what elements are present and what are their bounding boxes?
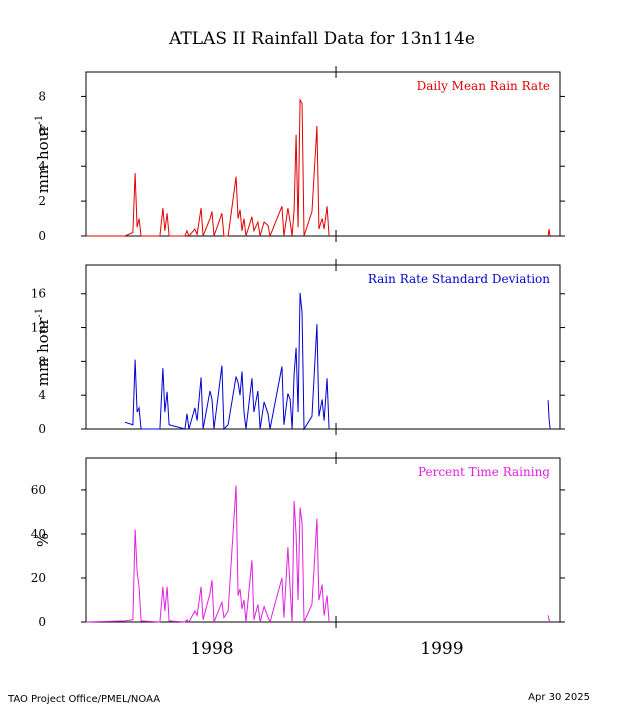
plot-frame bbox=[85, 264, 561, 430]
y-tick-label: 8 bbox=[38, 354, 46, 368]
y-tick-label: 12 bbox=[31, 321, 46, 335]
plot-frame bbox=[85, 71, 561, 237]
plot-frame bbox=[85, 457, 561, 623]
x-tick-label: 1998 bbox=[190, 639, 233, 659]
y-tick-label: 4 bbox=[38, 388, 46, 402]
series-label: Rain Rate Standard Deviation bbox=[368, 272, 550, 286]
footer-right: Apr 30 2025 bbox=[528, 692, 590, 703]
y-tick-label: 8 bbox=[38, 89, 46, 103]
y-axis-label-sup: -1 bbox=[34, 308, 45, 318]
y-tick-label: 0 bbox=[38, 422, 46, 436]
y-axis-label-text: mm hour bbox=[34, 317, 52, 387]
y-axis-label: mm hour-1 bbox=[34, 308, 52, 387]
y-tick-label: 16 bbox=[31, 287, 46, 301]
y-tick-label: 40 bbox=[31, 527, 46, 541]
y-axis-label-text: % bbox=[34, 533, 52, 547]
series-line bbox=[85, 485, 551, 624]
y-tick-label: 2 bbox=[38, 194, 46, 208]
footer-left: TAO Project Office/PMEL/NOAA bbox=[7, 694, 160, 705]
y-tick-label: 0 bbox=[38, 615, 46, 629]
series-label: Percent Time Raining bbox=[418, 465, 550, 479]
x-tick-label: 1999 bbox=[420, 639, 463, 659]
chart-title: ATLAS II Rainfall Data for 13n114e bbox=[168, 29, 475, 49]
y-tick-label: 6 bbox=[38, 124, 46, 138]
series-line bbox=[86, 98, 551, 238]
y-tick-label: 60 bbox=[31, 483, 46, 497]
y-tick-label: 20 bbox=[31, 571, 46, 585]
series-line bbox=[124, 292, 551, 431]
series-label: Daily Mean Rain Rate bbox=[417, 79, 550, 93]
y-axis-label: % bbox=[34, 533, 52, 547]
y-axis-label-text: mm hour bbox=[34, 124, 52, 194]
y-tick-label: 0 bbox=[38, 229, 46, 243]
y-axis-label-sup: -1 bbox=[34, 115, 45, 125]
y-tick-label: 4 bbox=[38, 159, 46, 173]
y-axis-label: mm hour-1 bbox=[34, 115, 52, 194]
